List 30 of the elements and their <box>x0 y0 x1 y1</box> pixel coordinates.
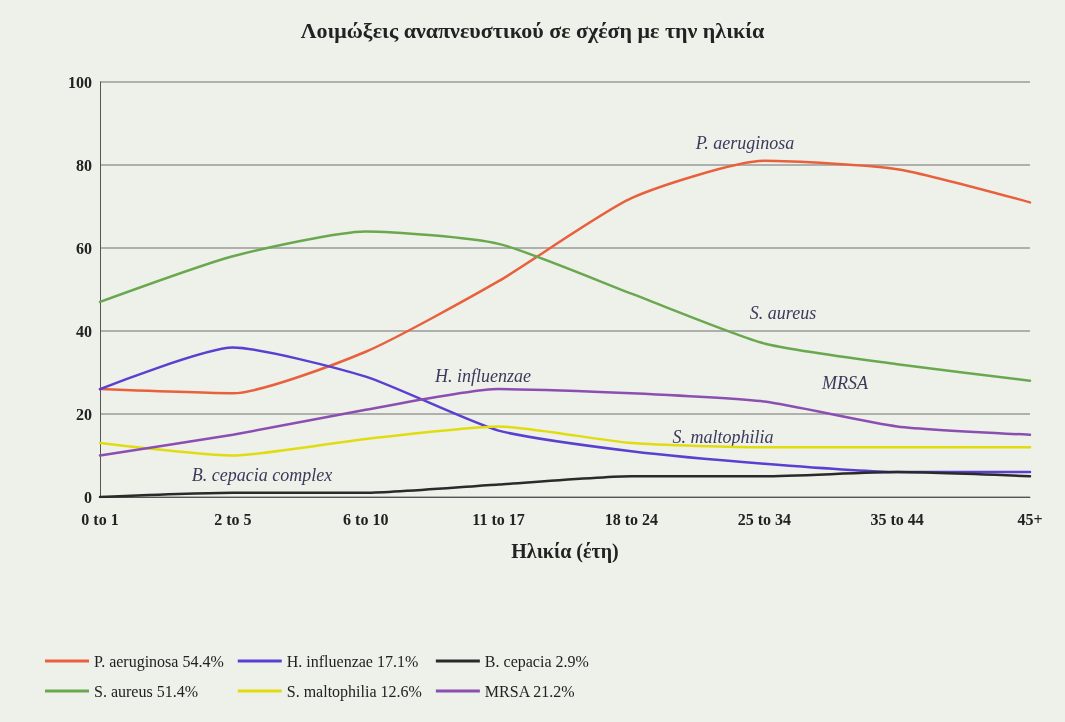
x-tick-label: 18 to 24 <box>604 510 659 528</box>
y-tick-label: 0 <box>84 488 92 506</box>
annotation: P. aeruginosa <box>694 133 795 153</box>
annotation: B. cepacia complex <box>191 465 333 485</box>
legend-label: MRSA 21.2% <box>484 682 575 700</box>
y-tick-label: 60 <box>76 239 92 257</box>
y-tick-label: 20 <box>76 405 92 423</box>
y-tick-label: 80 <box>76 156 92 174</box>
x-tick-label: 6 to 10 <box>343 510 389 528</box>
line-series <box>98 387 1032 457</box>
x-axis-title: Ηλικία (έτη) <box>511 540 619 563</box>
x-tick-label: 35 to 44 <box>870 510 924 528</box>
annotation: S. maltophilia <box>672 427 774 447</box>
legend-label: S. maltophilia 12.6% <box>286 682 422 701</box>
y-tick-label: 40 <box>76 322 92 340</box>
x-tick-label: 2 to 5 <box>214 510 252 528</box>
annotation: H. influenzae <box>434 366 531 386</box>
legend-label: S. aureus 51.4% <box>94 682 198 700</box>
annotation: MRSA <box>821 373 869 393</box>
annotation: S. aureus <box>749 303 817 323</box>
x-tick-label: 0 to 1 <box>81 510 119 528</box>
legend-label: H. influenzae 17.1% <box>286 652 419 670</box>
line-series <box>98 425 1032 457</box>
legend-label: P. aeruginosa 54.4% <box>94 652 224 671</box>
x-tick-label: 25 to 34 <box>737 510 791 528</box>
legend-label: B. cepacia 2.9% <box>484 652 589 671</box>
x-tick-label: 11 to 17 <box>472 510 525 528</box>
y-tick-label: 100 <box>68 73 92 91</box>
x-tick-label: 45+ <box>1017 510 1043 528</box>
chart-title: Λοιμώξεις αναπνευστικού σε σχέση με την ηλικία <box>300 17 766 43</box>
